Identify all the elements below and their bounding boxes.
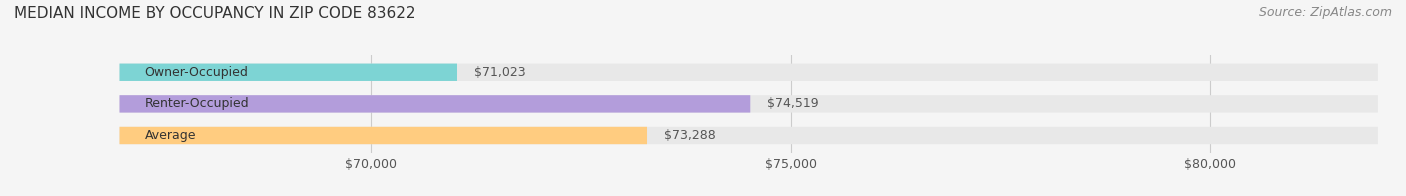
Text: Owner-Occupied: Owner-Occupied: [145, 66, 249, 79]
FancyBboxPatch shape: [120, 127, 1378, 144]
Text: $73,288: $73,288: [664, 129, 716, 142]
Text: $71,023: $71,023: [474, 66, 526, 79]
Text: MEDIAN INCOME BY OCCUPANCY IN ZIP CODE 83622: MEDIAN INCOME BY OCCUPANCY IN ZIP CODE 8…: [14, 6, 416, 21]
Text: Renter-Occupied: Renter-Occupied: [145, 97, 249, 110]
FancyBboxPatch shape: [120, 95, 1378, 113]
Text: $74,519: $74,519: [768, 97, 818, 110]
FancyBboxPatch shape: [120, 64, 1378, 81]
FancyBboxPatch shape: [120, 127, 647, 144]
Text: Average: Average: [145, 129, 197, 142]
FancyBboxPatch shape: [120, 95, 751, 113]
FancyBboxPatch shape: [120, 64, 457, 81]
Text: Source: ZipAtlas.com: Source: ZipAtlas.com: [1258, 6, 1392, 19]
